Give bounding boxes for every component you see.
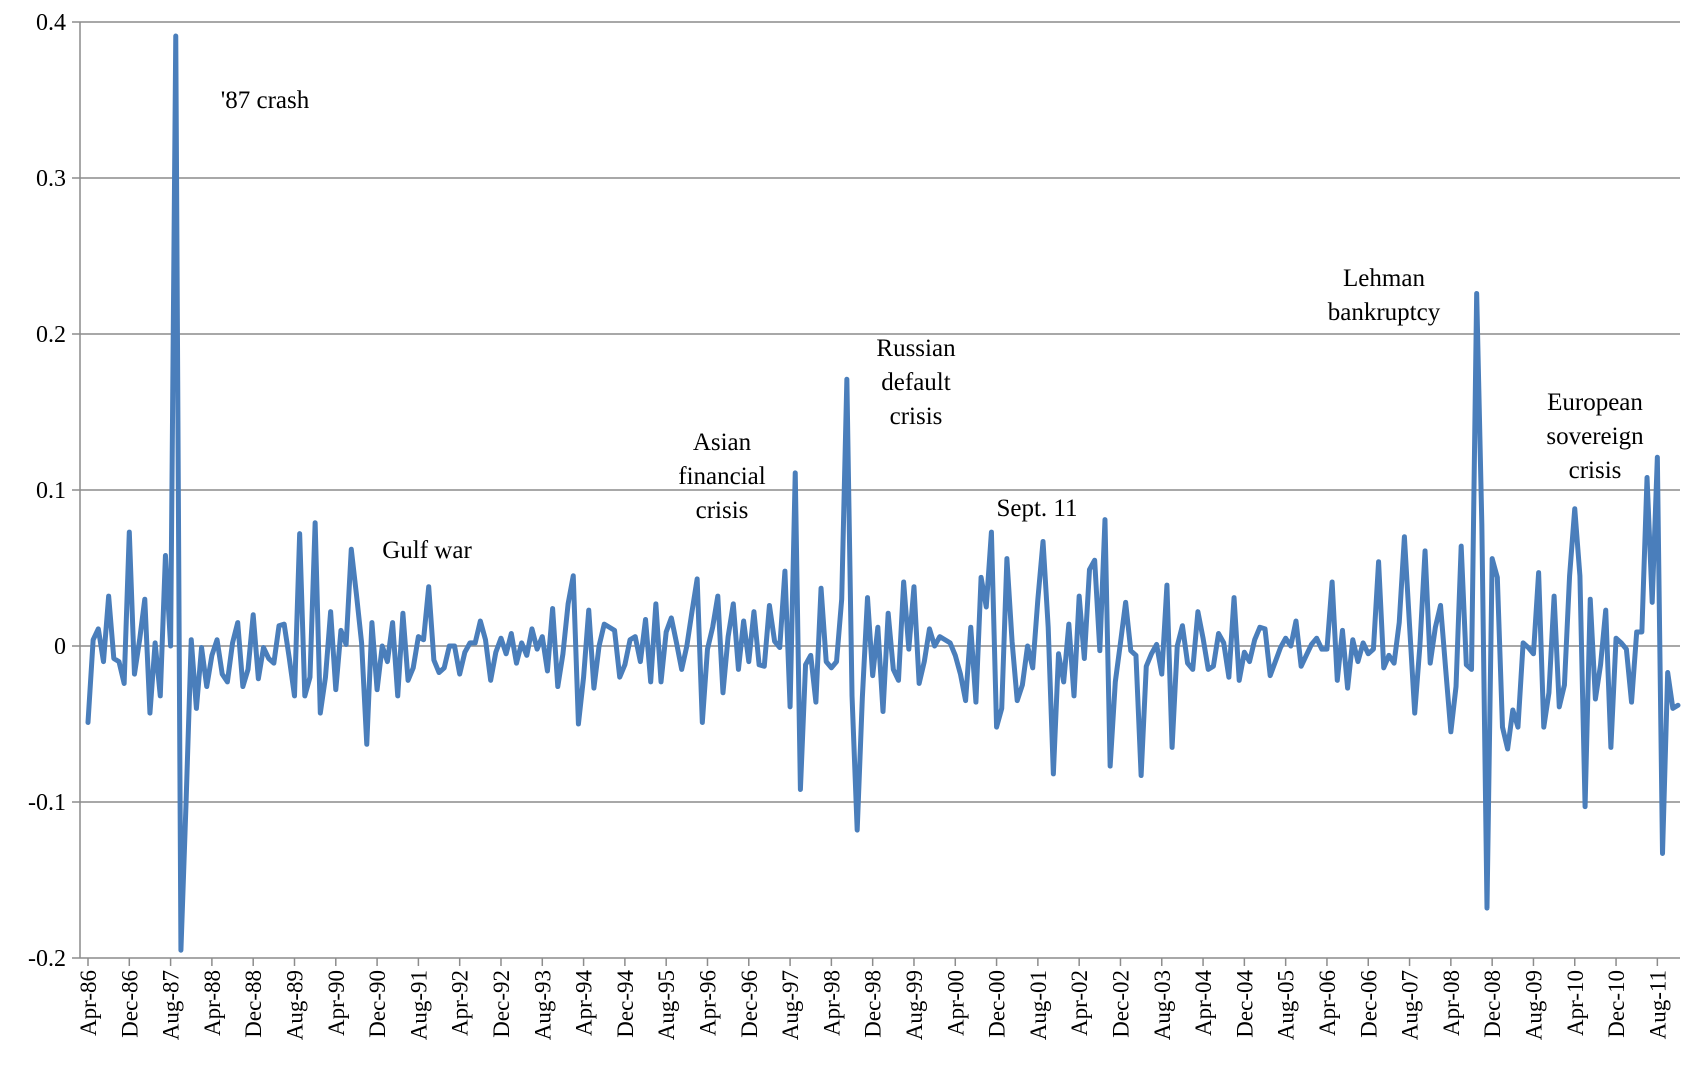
x-tick-label: Aug-89 <box>282 970 307 1040</box>
annotation-lehman: Lehman <box>1343 265 1425 292</box>
x-tick-label: Aug-95 <box>654 970 679 1040</box>
x-tick-label: Apr-92 <box>448 970 473 1036</box>
x-tick-label: Apr-10 <box>1563 970 1588 1036</box>
annotation-asian: crisis <box>696 497 749 524</box>
y-tick-label: 0.1 <box>36 478 66 504</box>
x-tick-label: Dec-88 <box>241 970 266 1038</box>
y-tick-labels: -0.2 -0.1 0 0.1 0.2 0.3 0.4 <box>28 10 66 972</box>
x-tick-label: Dec-94 <box>613 970 638 1038</box>
annotations: '87 crash Gulf war Asian financial crisis Rus… <box>221 87 1644 564</box>
x-tick-label: Dec-10 <box>1604 970 1629 1038</box>
x-tick-label: Dec-96 <box>737 970 762 1038</box>
x-tick-label: Aug-99 <box>902 970 927 1040</box>
x-tick-label: Aug-97 <box>778 970 803 1040</box>
y-tick-label: 0.3 <box>36 166 66 192</box>
x-tick-label: Apr-08 <box>1439 970 1464 1036</box>
x-tick-label: Aug-07 <box>1398 970 1423 1040</box>
x-tick-label: Apr-90 <box>324 970 349 1036</box>
y-tick-label: 0.4 <box>36 10 66 36</box>
y-tick-label: -0.2 <box>28 946 66 972</box>
annotation-lehman: bankruptcy <box>1328 299 1441 326</box>
x-tick-label: Apr-94 <box>572 970 597 1036</box>
x-tick-label: Aug-93 <box>530 970 555 1040</box>
x-tick-label: Dec-90 <box>365 970 390 1038</box>
annotation-sept11: Sept. 11 <box>996 495 1077 522</box>
x-tick-label: Dec-02 <box>1108 970 1133 1038</box>
x-tick-label: Apr-02 <box>1067 970 1092 1036</box>
x-tick-label: Apr-96 <box>695 970 720 1036</box>
x-tick-label: Aug-03 <box>1150 970 1175 1040</box>
x-tick-label: Aug-87 <box>159 970 184 1040</box>
x-tick-label: Dec-00 <box>985 970 1010 1038</box>
x-tick-label: Dec-92 <box>489 970 514 1038</box>
x-tick-label: Apr-00 <box>943 970 968 1036</box>
x-tick-label: Apr-06 <box>1315 970 1340 1036</box>
x-tick-labels: Apr-86 Dec-86 Aug-87 Apr-88 Dec-88 Aug-89 Apr-… <box>76 970 1670 1041</box>
annotation-russian: default <box>881 369 950 396</box>
annotation-asian: financial <box>678 463 766 490</box>
annotation-european: crisis <box>1569 457 1622 484</box>
series-layer <box>85 33 1681 953</box>
x-tick-label: Dec-04 <box>1232 970 1257 1038</box>
y-tick-label: 0.2 <box>36 322 66 348</box>
x-tick-label: Aug-01 <box>1026 970 1051 1040</box>
x-tick-label: Dec-86 <box>117 970 142 1038</box>
annotation-european: sovereign <box>1546 423 1644 450</box>
x-tick-label: Aug-05 <box>1274 970 1299 1040</box>
x-tick-label: Aug-09 <box>1521 970 1546 1040</box>
annotation-crash87: '87 crash <box>221 87 310 114</box>
axes <box>72 21 1680 966</box>
x-tick-label: Aug-91 <box>406 970 431 1040</box>
annotation-asian: Asian <box>693 429 752 456</box>
x-tick-label: Dec-08 <box>1480 970 1505 1038</box>
y-tick-label: -0.1 <box>28 790 66 816</box>
x-tick-label: Apr-86 <box>76 970 101 1036</box>
y-tick-label: 0 <box>54 634 66 660</box>
series-line <box>85 33 1681 953</box>
x-tick-label: Dec-98 <box>861 970 886 1038</box>
x-tick-label: Dec-06 <box>1356 970 1381 1038</box>
annotation-gulf: Gulf war <box>382 537 472 564</box>
annotation-russian: Russian <box>876 335 956 362</box>
x-tick-label: Apr-88 <box>200 970 225 1036</box>
annotation-european: European <box>1547 389 1643 416</box>
annotation-russian: crisis <box>890 403 943 430</box>
x-tick-label: Apr-04 <box>1191 970 1216 1036</box>
x-tick-label: Apr-98 <box>819 970 844 1036</box>
x-tick-label: Aug-11 <box>1645 970 1670 1039</box>
